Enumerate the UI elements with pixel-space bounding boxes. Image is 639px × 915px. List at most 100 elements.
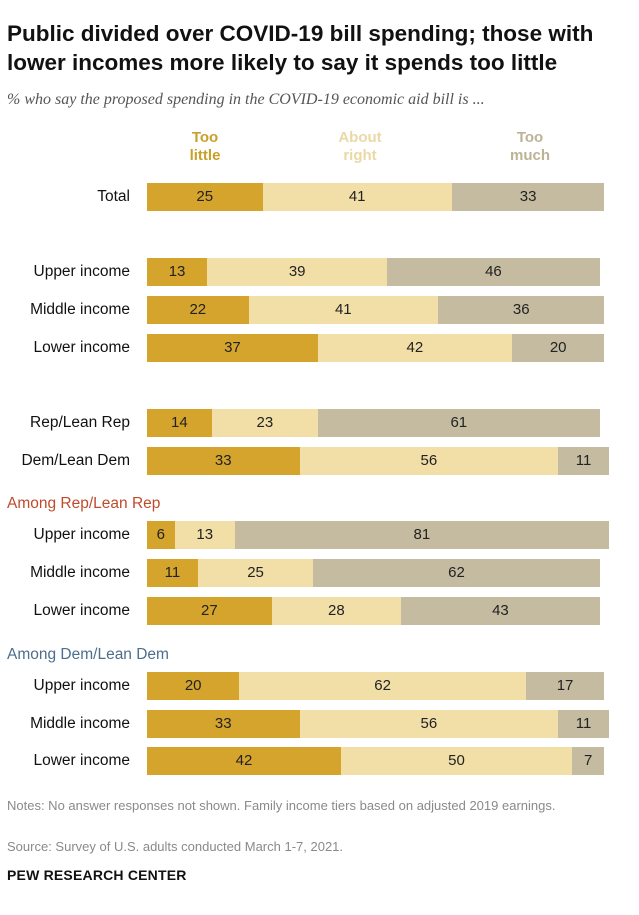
pew-research-center-logo: PEW RESEARCH CENTER [7, 867, 187, 883]
data-label: 20 [184, 677, 202, 694]
category-label: Middle income [30, 564, 130, 581]
data-label: 7 [583, 752, 593, 769]
bar-row: Rep/Lean Rep 14 23 61 [0, 409, 639, 437]
bar-segment-about-right: 41 [262, 183, 452, 211]
bar-row: Lower income 37 42 20 [0, 334, 639, 362]
bar-segment-too-little: 33 [147, 447, 300, 475]
data-label: 22 [189, 301, 207, 318]
notes-text: Notes: No answer responses not shown. Fa… [7, 798, 556, 813]
category-label: Lower income [33, 339, 131, 356]
legend-too-little-line2: little [189, 147, 221, 164]
bar-segment-too-much: 36 [438, 296, 605, 324]
bar-row: Upper income 20 62 17 [0, 672, 639, 700]
data-label: 37 [224, 339, 241, 356]
legend-about-right: About right [310, 129, 410, 165]
source-text: Source: Survey of U.S. adults conducted … [7, 839, 344, 854]
bar-row: Upper income 13 39 46 [0, 258, 639, 286]
category-label: Upper income [33, 526, 131, 543]
bar-row: Dem/Lean Dem 33 56 11 [0, 447, 639, 475]
bar-segment-about-right: 42 [317, 334, 512, 362]
legend-too-much: Too much [480, 129, 580, 165]
bar-segment-too-little: 27 [147, 597, 272, 625]
category-label: Rep/Lean Rep [30, 414, 130, 431]
bar-row: Middle income 11 25 62 [0, 559, 639, 587]
category-label: Lower income [33, 752, 131, 769]
data-label: 27 [201, 602, 218, 619]
bar-segment-too-much: 61 [317, 409, 600, 437]
category-label: Upper income [33, 677, 131, 694]
bar-segment-about-right: 41 [248, 296, 438, 324]
bar-segment-too-little: 13 [147, 258, 208, 286]
data-label: 41 [334, 301, 352, 318]
legend-about-right-line1: About [338, 129, 382, 146]
data-label: 42 [406, 339, 424, 356]
bar-row: Total 25 41 33 [0, 183, 639, 211]
bar-segment-too-little: 11 [147, 559, 198, 587]
data-label: 39 [288, 263, 306, 280]
data-label: 56 [420, 452, 438, 469]
category-label: Dem/Lean Dem [21, 452, 130, 469]
data-label: 6 [156, 526, 166, 543]
chart-title: Public divided over COVID-19 bill spendi… [7, 21, 594, 75]
bar-segment-too-little: 33 [147, 710, 300, 738]
bar-row: Lower income 27 28 43 [0, 597, 639, 625]
bar-segment-too-much: 7 [572, 747, 605, 775]
chart-subtitle: % who say the proposed spending in the C… [7, 91, 485, 108]
bar-segment-too-little: 20 [147, 672, 240, 700]
group-label-dem: Among Dem/Lean Dem [7, 646, 169, 663]
bar-row: Upper income 6 13 81 [0, 521, 639, 549]
category-label: Middle income [30, 715, 130, 732]
data-label: 14 [171, 414, 188, 431]
bar-segment-too-much: 46 [387, 258, 600, 286]
legend-about-right-line2: right [343, 147, 377, 164]
data-label: 42 [235, 752, 253, 769]
data-label: 33 [214, 452, 232, 469]
data-label: 25 [247, 564, 264, 581]
data-label: 62 [374, 677, 391, 694]
data-label: 17 [556, 677, 574, 694]
bar-segment-about-right: 50 [341, 747, 572, 775]
legend-too-much-line2: much [509, 147, 550, 164]
data-label: 62 [448, 564, 465, 581]
bar-segment-about-right: 56 [299, 447, 559, 475]
category-label: Lower income [33, 602, 131, 619]
data-label: 33 [214, 715, 232, 732]
bar-row: Lower income 42 50 7 [0, 747, 639, 775]
legend-too-little-line1: Too [191, 129, 219, 146]
data-label: 81 [413, 526, 431, 543]
bar-segment-about-right: 62 [239, 672, 526, 700]
data-label: 41 [348, 188, 366, 205]
bar-row: Middle income 33 56 11 [0, 710, 639, 738]
legend-too-little: Too little [155, 129, 255, 165]
data-label: 20 [549, 339, 567, 356]
bar-segment-too-little: 42 [147, 747, 341, 775]
bar-row: Middle income 22 41 36 [0, 296, 639, 324]
bar-segment-about-right: 39 [207, 258, 388, 286]
data-label: 13 [196, 526, 214, 543]
bar-segment-too-little: 25 [147, 183, 263, 211]
bar-segment-too-little: 22 [147, 296, 249, 324]
bar-segment-about-right: 28 [271, 597, 402, 625]
data-label: 11 [575, 452, 592, 469]
bar-segment-too-much: 11 [558, 710, 609, 738]
bar-segment-too-much: 62 [313, 559, 600, 587]
bar-segment-too-much: 43 [401, 597, 600, 625]
bar-segment-about-right: 13 [174, 521, 235, 549]
data-label: 23 [256, 414, 274, 431]
data-label: 56 [420, 715, 438, 732]
bar-segment-too-much: 17 [525, 672, 605, 700]
data-label: 11 [575, 715, 592, 732]
data-label: 43 [492, 602, 509, 619]
group-label-rep: Among Rep/Lean Rep [7, 495, 161, 512]
data-label: 46 [485, 263, 502, 280]
bar-segment-too-little: 6 [147, 521, 175, 549]
data-label: 33 [519, 188, 537, 205]
category-label: Middle income [30, 301, 130, 318]
bar-segment-too-much: 20 [512, 334, 605, 362]
data-label: 11 [164, 564, 181, 581]
data-label: 61 [450, 414, 468, 431]
data-label: 13 [168, 263, 186, 280]
legend-too-much-line1: Too [516, 129, 544, 146]
data-label: 25 [196, 188, 214, 205]
data-label: 36 [512, 301, 530, 318]
